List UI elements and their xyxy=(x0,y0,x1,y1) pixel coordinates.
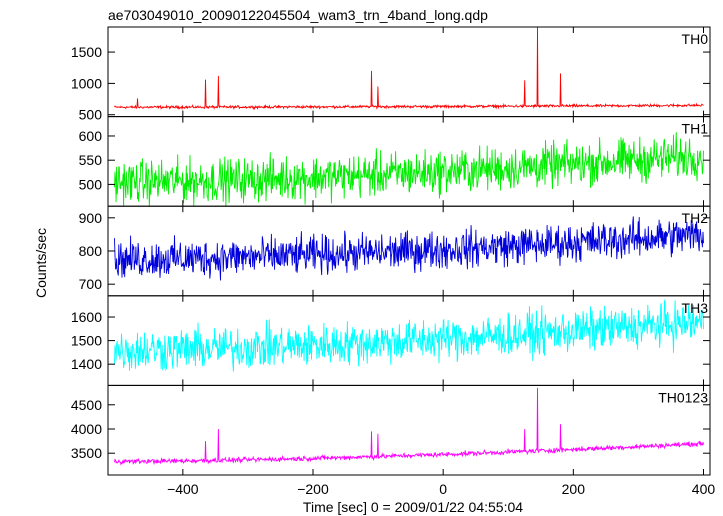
panel-label-th0: TH0 xyxy=(682,31,709,47)
y-tick-label: 1500 xyxy=(71,333,102,349)
x-tick-label: 200 xyxy=(562,481,586,497)
y-tick-label: 1000 xyxy=(71,75,102,91)
series-line-th2 xyxy=(114,216,704,281)
y-tick-label: 3500 xyxy=(71,445,102,461)
chart-title: ae703049010_20090122045504_wam3_trn_4ban… xyxy=(108,7,488,23)
y-tick-label: 500 xyxy=(79,176,103,192)
x-tick-label: 0 xyxy=(439,481,447,497)
x-tick-label: −400 xyxy=(167,481,199,497)
series-line-th0 xyxy=(114,27,704,111)
panels-group: 500 1000 1500 TH0 500 550 600 TH1 700 800 900 TH2 14… xyxy=(71,26,716,497)
y-tick-label: 500 xyxy=(79,107,103,123)
y-tick-label: 4500 xyxy=(71,397,102,413)
x-axis-label: Time [sec] 0 = 2009/01/22 04:55:04 xyxy=(303,499,523,515)
y-tick-label: 1600 xyxy=(71,309,102,325)
y-axis-label: Counts/sec xyxy=(33,228,49,298)
y-tick-label: 900 xyxy=(79,210,103,226)
y-tick-label: 1400 xyxy=(71,356,102,372)
x-tick-label: −200 xyxy=(297,481,329,497)
y-tick-label: 700 xyxy=(79,276,103,292)
series-line-th3 xyxy=(114,299,704,372)
y-tick-label: 600 xyxy=(79,128,103,144)
panel-label-th1: TH1 xyxy=(682,121,709,137)
y-tick-label: 4000 xyxy=(71,421,102,437)
panel-frame-th0 xyxy=(107,26,711,118)
panel-label-th3: TH3 xyxy=(682,300,709,316)
panel-label-th2: TH2 xyxy=(682,210,709,226)
y-tick-label: 1500 xyxy=(71,44,102,60)
series-line-th1 xyxy=(114,132,704,207)
panel-frame-th0123 xyxy=(107,384,711,476)
y-tick-label: 550 xyxy=(79,152,103,168)
panel-label-th0123: TH0123 xyxy=(658,389,708,405)
series-line-th0123 xyxy=(114,387,704,466)
y-tick-label: 800 xyxy=(79,243,103,259)
x-tick-label: 400 xyxy=(692,481,716,497)
